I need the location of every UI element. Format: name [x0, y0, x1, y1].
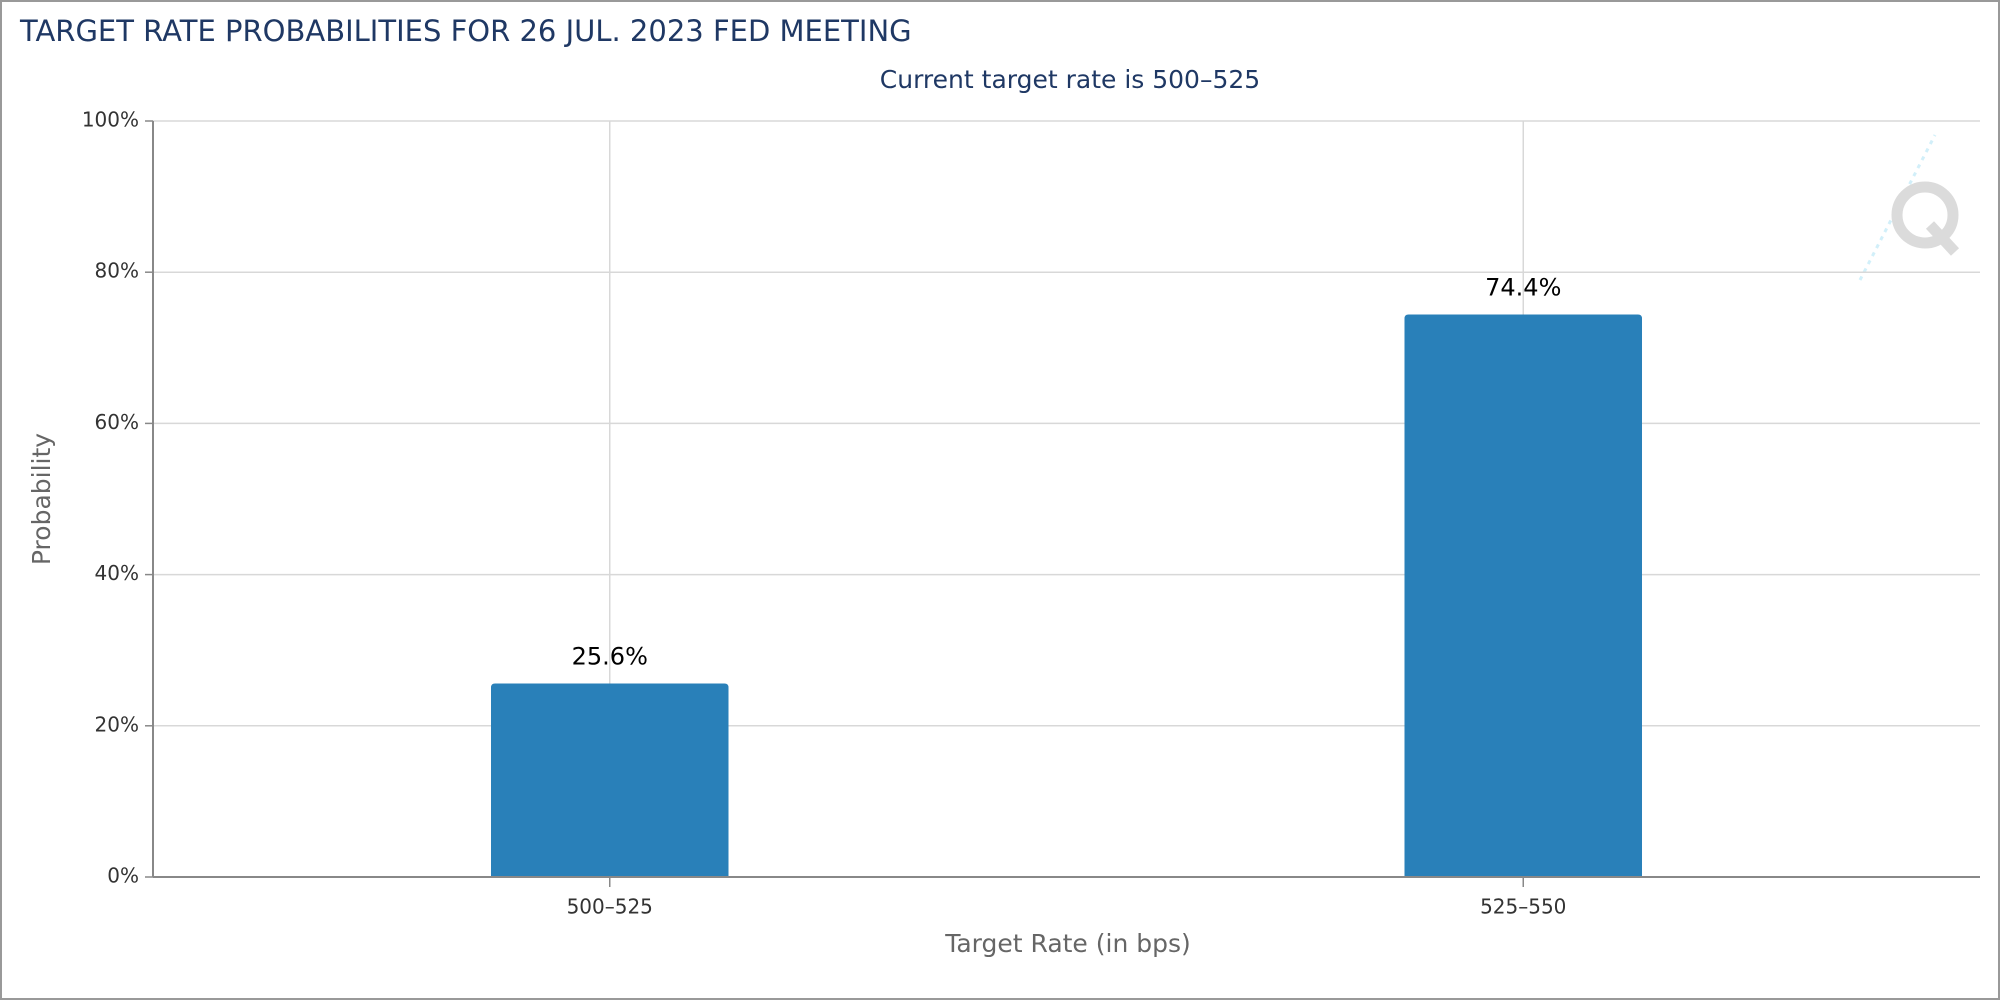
chart-subtitle: Current target rate is 500–525	[880, 65, 1260, 94]
bar	[1404, 314, 1643, 877]
y-axis-label: Probability	[27, 433, 56, 565]
y-tick-label: 60%	[95, 410, 139, 434]
x-axis-label: Target Rate (in bps)	[944, 929, 1191, 958]
y-tick-label: 0%	[107, 864, 139, 888]
y-tick-label: 100%	[82, 108, 139, 132]
data-label: 74.4%	[1485, 274, 1561, 302]
data-label: 25.6%	[572, 642, 648, 670]
x-tick-label: 500–525	[567, 895, 653, 919]
y-tick-label: 40%	[95, 561, 139, 585]
x-tick-label: 525–550	[1480, 895, 1566, 919]
bar	[490, 683, 729, 877]
logo	[1858, 134, 1960, 281]
chart-title: TARGET RATE PROBABILITIES FOR 26 JUL. 20…	[19, 14, 912, 48]
y-tick-label: 80%	[95, 259, 139, 283]
y-tick-label: 20%	[95, 712, 139, 736]
